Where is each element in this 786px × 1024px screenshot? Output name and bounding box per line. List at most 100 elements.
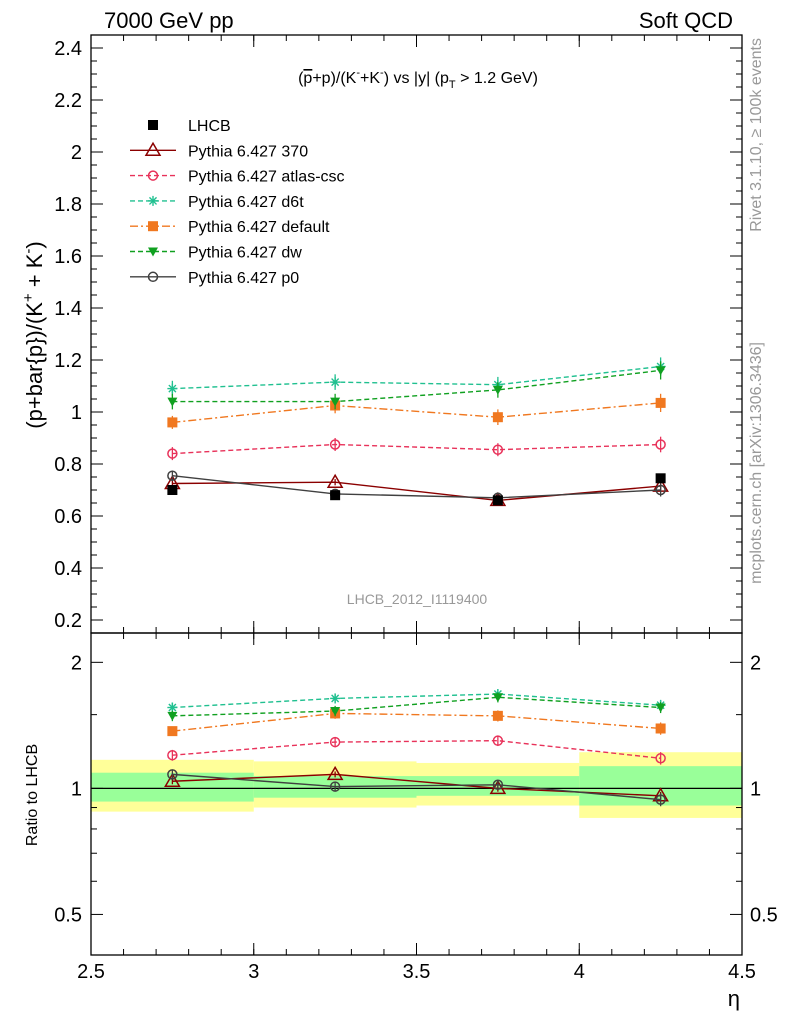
x-axis-label: η — [728, 986, 740, 1011]
x-tick-label: 4.5 — [728, 961, 756, 983]
y-tick-label: 0.2 — [54, 610, 82, 632]
marker-circle — [167, 749, 178, 761]
marker-triangle-down — [167, 397, 178, 407]
marker-circle — [655, 439, 666, 450]
marker-triangle-down — [167, 711, 178, 721]
marker-star-arm — [148, 196, 158, 205]
y-tick-label: 1.4 — [54, 298, 82, 320]
ratio-y-tick-label-right: 0.5 — [750, 904, 778, 926]
marker-star-arm — [168, 384, 177, 393]
x-tick-label: 3 — [248, 961, 259, 983]
header-left: 7000 GeV pp — [104, 8, 234, 33]
plot-title: (p+p)/(K-+K-) vs |y| (pT > 1.2 GeV) — [298, 67, 538, 91]
ratio-y-tick-label: 0.5 — [54, 904, 82, 926]
marker-circle — [492, 779, 504, 791]
marker-circle — [147, 170, 159, 181]
y-tick-label: 1.8 — [54, 194, 82, 216]
mcplots-label: mcplots.cern.ch [arXiv:1306.3436] — [748, 342, 765, 584]
marker-circle — [655, 794, 666, 805]
ratio-y-tick-label: 2 — [71, 652, 82, 674]
main-series-layer — [164, 357, 669, 507]
rivet-label: Rivet 3.1.10, ≥ 100k events — [748, 38, 765, 232]
ratio-series-line — [172, 696, 661, 717]
marker-circle — [329, 736, 341, 748]
analysis-watermark: LHCB_2012_I1119400 — [347, 591, 488, 607]
legend-marker-data — [148, 120, 158, 130]
marker-triangle — [164, 772, 181, 787]
marker-triangle-down — [148, 247, 158, 257]
marker-square — [167, 417, 178, 428]
marker-circle — [329, 781, 341, 792]
ratio-series-line — [172, 773, 661, 801]
marker-circle — [167, 470, 178, 481]
marker-circle — [147, 271, 159, 283]
ratio-y-tick-label: 1 — [71, 778, 82, 800]
marker-triangle-down — [492, 693, 503, 703]
marker-circle — [655, 484, 666, 496]
ratio-series-line — [172, 712, 661, 732]
series-line — [172, 475, 661, 499]
legend-label: Pythia 6.427 p0 — [188, 270, 299, 287]
series-line — [172, 402, 661, 424]
y-tick-label: 2.2 — [54, 90, 82, 112]
series-line — [172, 481, 661, 502]
y-tick-label: 1.2 — [54, 350, 82, 372]
y-tick-label: 2 — [71, 142, 82, 164]
marker-circle — [492, 444, 504, 455]
data-point — [330, 490, 341, 501]
marker-star-arm — [168, 703, 177, 712]
legend-label-data: LHCB — [188, 118, 231, 135]
ratio-series-line — [172, 693, 661, 709]
marker-triangle — [326, 473, 344, 488]
data-point — [167, 485, 178, 495]
marker-triangle — [326, 765, 344, 781]
series-line — [172, 369, 661, 403]
legend-label: Pythia 6.427 dw — [188, 245, 302, 262]
y-tick-label: 1 — [71, 402, 82, 424]
marker-square — [655, 397, 666, 408]
marker-circle — [167, 769, 178, 780]
legend: LHCB Pythia 6.427 370 Pythia 6.427 atlas-c… — [130, 118, 345, 287]
marker-circle — [492, 735, 504, 746]
series-line — [172, 443, 661, 455]
marker-circle — [655, 753, 666, 764]
marker-square — [492, 412, 503, 423]
marker-triangle-down — [655, 366, 666, 376]
y-tick-label: 1.6 — [54, 246, 82, 268]
ratio-y-axis-label: Ratio to LHCB — [24, 744, 41, 846]
marker-square — [492, 710, 503, 721]
axis-ticks: 2.5 3 3.5 4 4.5 0.2 0.4 0.6 0.8 1 1.2 1.4 1.6 1.8 2 2.2… — [54, 34, 778, 983]
ratio-y-tick-label-right: 1 — [750, 778, 761, 800]
pbar-glyph: p — [303, 70, 312, 87]
data-point — [492, 495, 503, 506]
marker-square — [148, 221, 158, 232]
marker-triangle-down — [330, 397, 341, 407]
series-line — [172, 365, 661, 390]
y-tick-label: 2.4 — [54, 38, 82, 60]
marker-square — [167, 726, 178, 737]
ratio-series-layer — [164, 689, 669, 807]
y-tick-label: 0.4 — [54, 558, 82, 580]
marker-star-arm — [331, 378, 340, 387]
ratio-series-line — [172, 739, 661, 759]
y-tick-label: 0.6 — [54, 506, 82, 528]
x-tick-label: 2.5 — [77, 961, 105, 983]
y-axis-label: (p+bar{p})/(K+ + K-) — [20, 241, 47, 428]
marker-star-arm — [331, 694, 340, 703]
ratio-y-tick-label-right: 2 — [750, 652, 761, 674]
y-tick-label: 0.8 — [54, 454, 82, 476]
legend-label: Pythia 6.427 d6t — [188, 194, 304, 211]
data-point — [655, 473, 666, 484]
marker-circle — [167, 448, 178, 459]
legend-label: Pythia 6.427 default — [188, 219, 330, 236]
marker-triangle-down — [655, 703, 666, 713]
marker-circle — [329, 439, 341, 450]
legend-label: Pythia 6.427 370 — [188, 143, 308, 160]
header-right: Soft QCD — [639, 8, 733, 33]
x-tick-label: 3.5 — [403, 961, 431, 983]
marker-triangle-down — [330, 707, 341, 717]
marker-square — [655, 723, 666, 734]
legend-label: Pythia 6.427 atlas-csc — [188, 169, 345, 186]
marker-triangle-down — [492, 385, 503, 395]
